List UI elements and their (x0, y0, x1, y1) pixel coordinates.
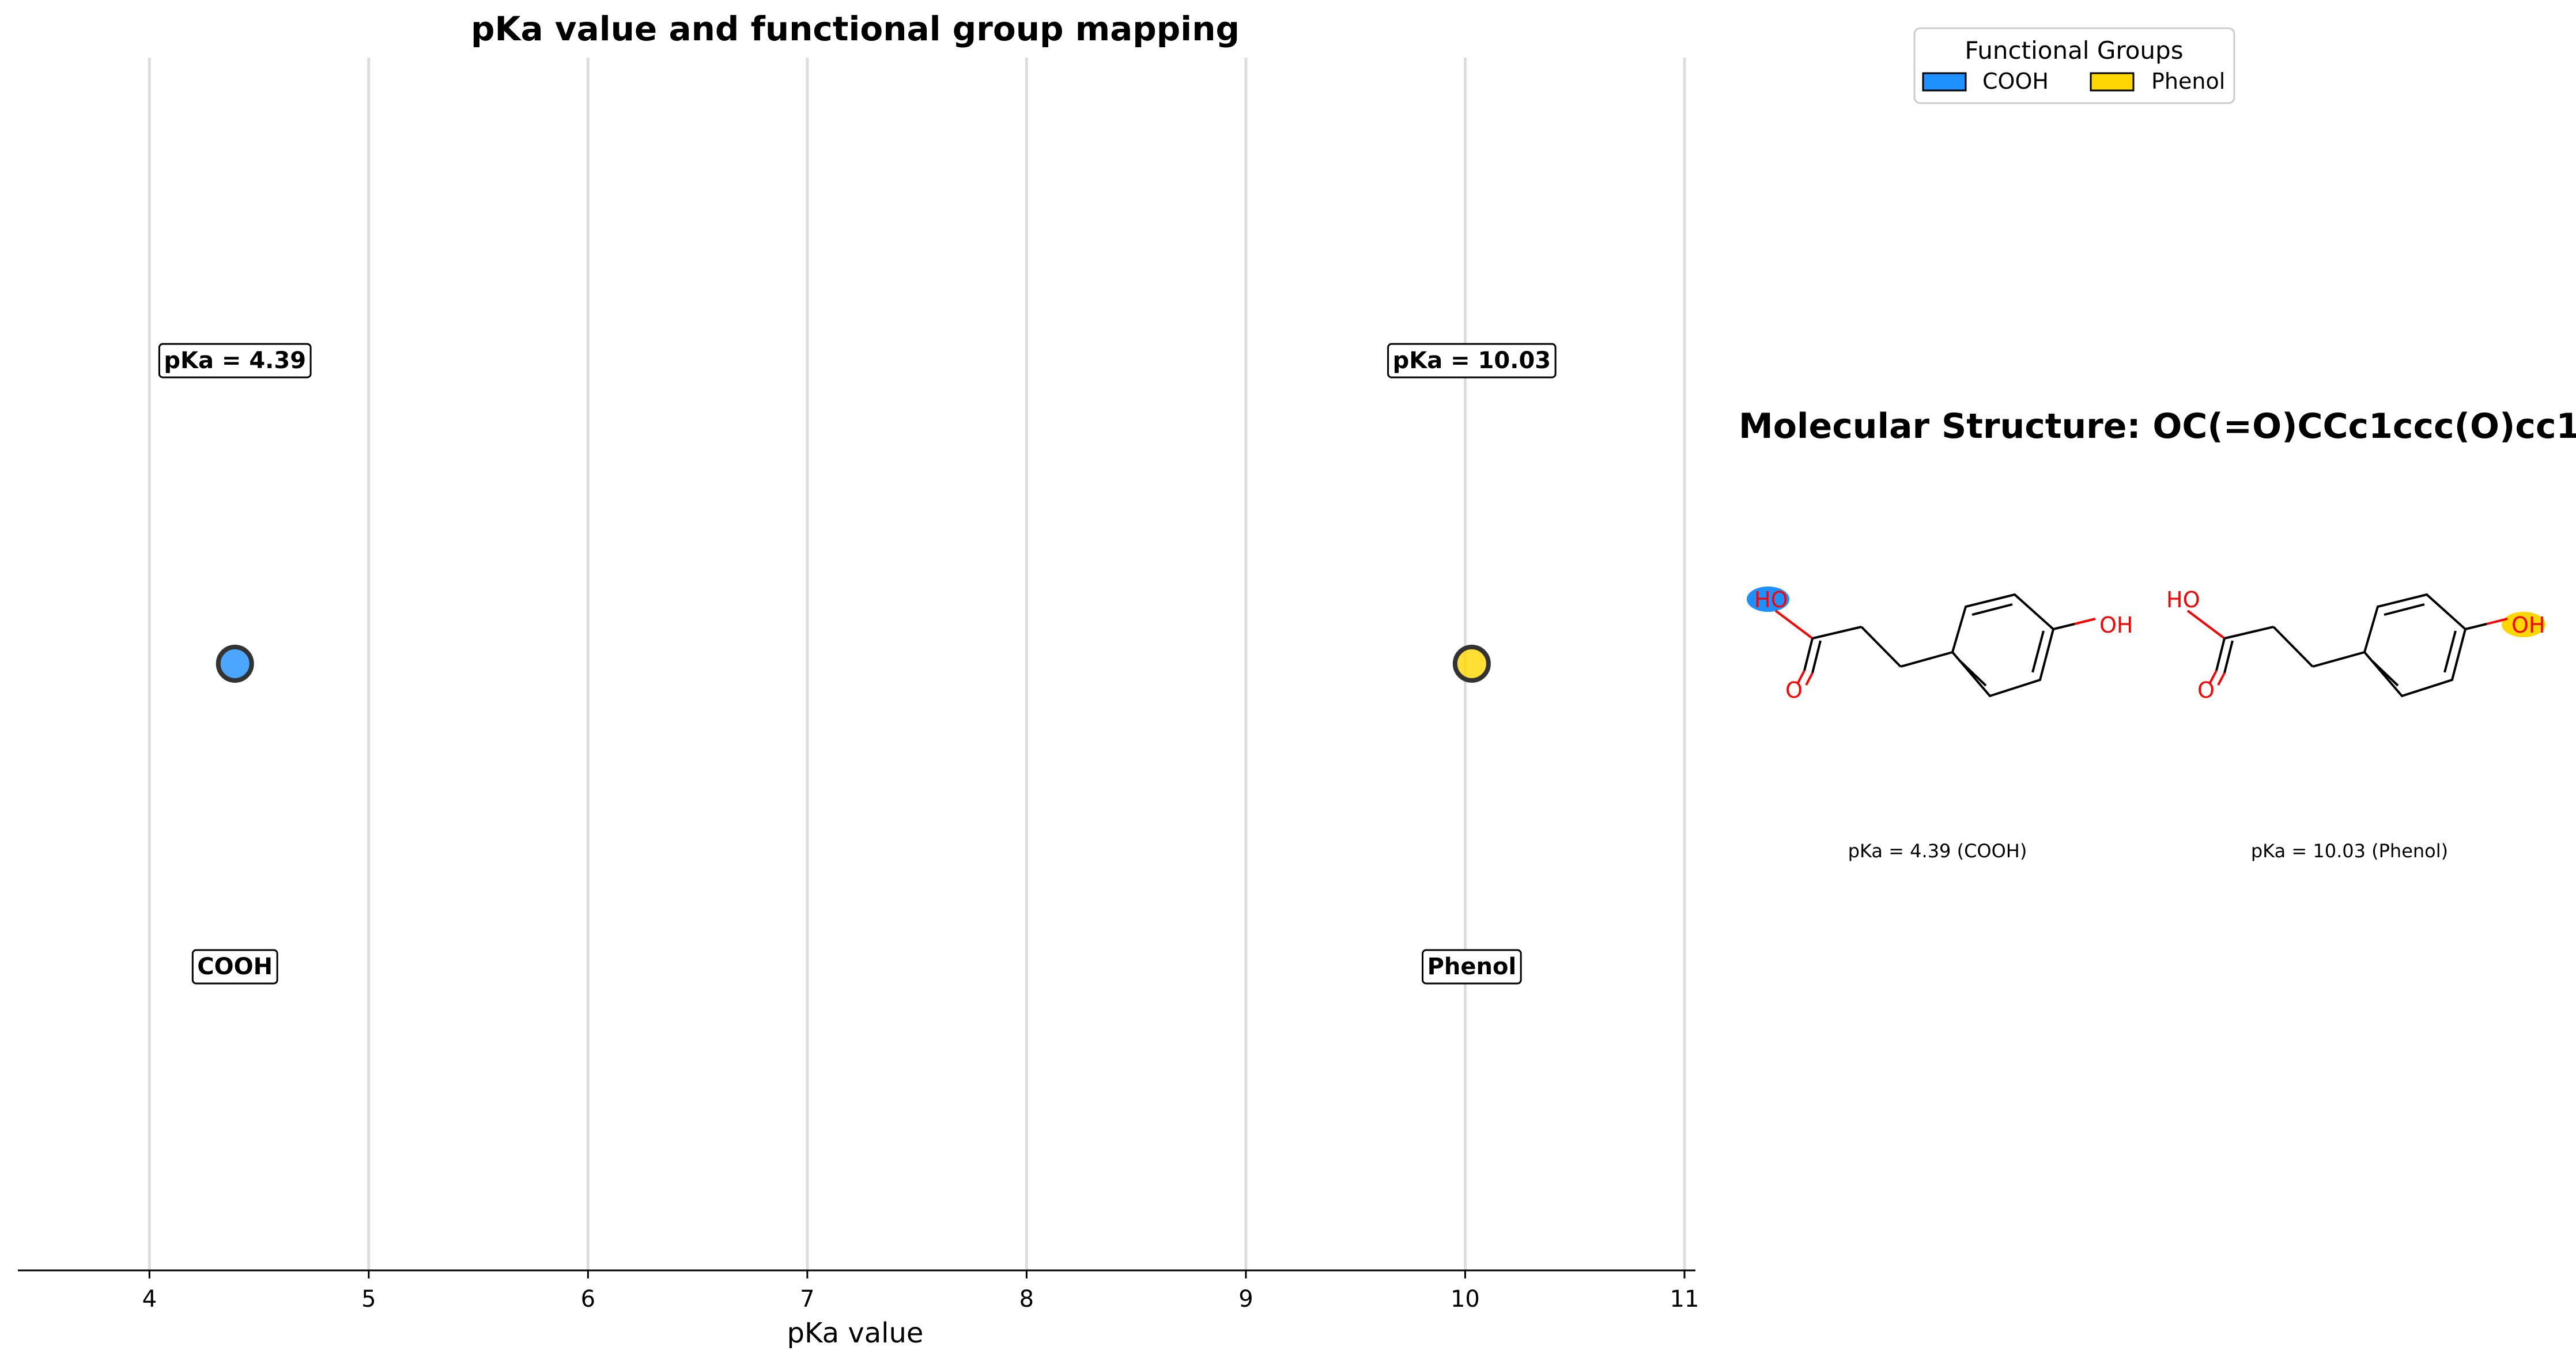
x-tick-label: 8 (1019, 1286, 1034, 1312)
x-tick-label: 7 (800, 1286, 814, 1312)
data-points: pKa = 4.39 COOH pKa = 10.03 Phenol (158, 343, 1557, 985)
legend-swatch-phenol (2090, 72, 2135, 92)
legend-swatch-cooh (1922, 72, 1967, 92)
data-point-phenol (1452, 645, 1491, 683)
x-tick-label: 10 (1451, 1286, 1480, 1312)
atom-label-phenol-oh: OH (2511, 612, 2545, 638)
value-label-cooh: pKa = 4.39 (164, 347, 306, 374)
molecule-bonds (1774, 593, 2096, 698)
data-point-cooh (216, 645, 254, 683)
legend-frame (1913, 27, 2235, 104)
molecule-bonds (2186, 593, 2508, 698)
x-gridlines (148, 58, 1686, 1270)
legend-entry-cooh: COOH (1982, 69, 2049, 94)
group-label-phenol-frame (1422, 949, 1522, 985)
molecule-panel-phenol: HO O OH pKa = 10.03 (Phenol) (2166, 587, 2545, 862)
molecule-title: Molecular Structure: OC(=O)CCc1ccc(O)cc1 (1739, 406, 2576, 447)
legend: Functional Groups COOH Phenol (1913, 27, 2235, 104)
group-label-cooh-frame (191, 949, 278, 985)
legend-entry-phenol: Phenol (2151, 69, 2225, 94)
x-axis-ticks: 4 5 6 7 8 9 10 11 (142, 1270, 1699, 1312)
group-label-phenol-box: Phenol (1422, 949, 1522, 985)
x-tick-label: 4 (142, 1286, 157, 1312)
x-tick-label: 6 (581, 1286, 595, 1312)
molecule-caption-phenol: pKa = 10.03 (Phenol) (2251, 840, 2448, 862)
chart-title: pKa value and functional group mapping (471, 9, 1240, 48)
value-label-phenol: pKa = 10.03 (1393, 347, 1551, 374)
value-label-cooh-frame (158, 343, 312, 379)
molecule-panel-cooh: HO O OH pKa = 4.39 (COOH) (1747, 587, 2133, 862)
x-axis-label: pKa value (787, 1317, 924, 1349)
value-label-phenol-box: pKa = 10.03 (1387, 343, 1557, 379)
legend-title: Functional Groups (1965, 36, 2183, 65)
group-label-phenol: Phenol (1427, 954, 1517, 980)
value-label-phenol-frame (1387, 343, 1557, 379)
x-tick-label: 9 (1238, 1286, 1253, 1312)
group-label-cooh-box: COOH (191, 949, 278, 985)
value-label-cooh-box: pKa = 4.39 (158, 343, 312, 379)
phenol-highlight (2502, 612, 2545, 637)
atom-label-hydroxyl: HO (1754, 587, 1788, 612)
molecule-caption-cooh: pKa = 4.39 (COOH) (1848, 840, 2027, 862)
cooh-highlight (1747, 587, 1789, 612)
x-tick-label: 11 (1670, 1286, 1699, 1312)
atom-label-oxo: O (2197, 678, 2215, 703)
x-tick-label: 5 (361, 1286, 376, 1312)
atom-label-oxo: O (1785, 678, 1803, 703)
atom-label-phenol-oh: OH (2099, 612, 2133, 638)
atom-label-hydroxyl: HO (2166, 587, 2200, 612)
group-label-cooh: COOH (197, 954, 273, 980)
